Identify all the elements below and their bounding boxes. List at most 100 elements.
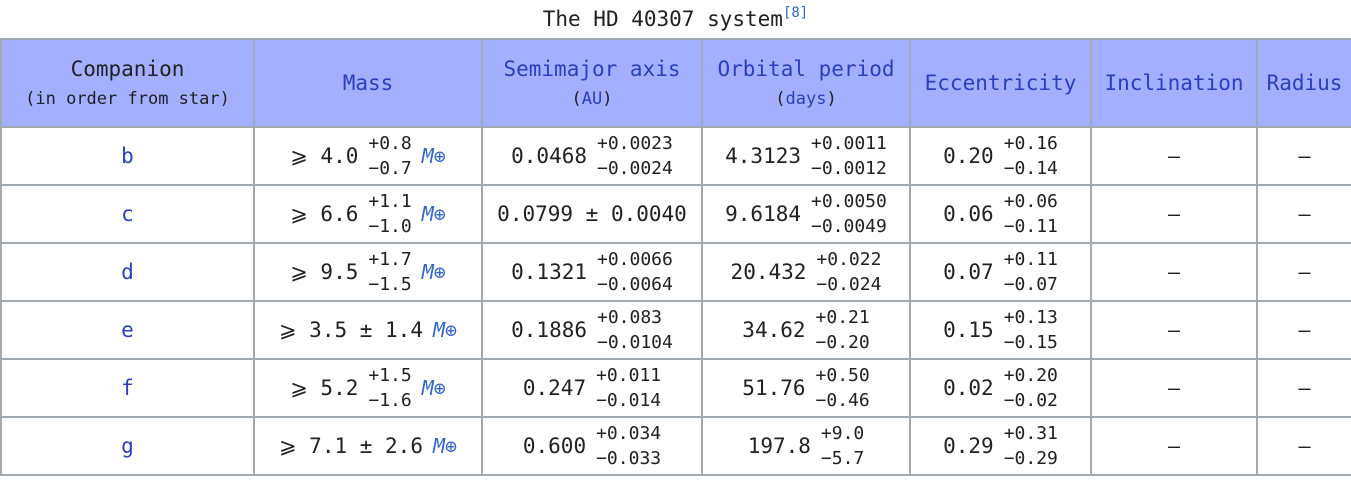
mass-cell: ⩾ 5.2 +1.5 −1.6 M⊕ — [253, 358, 483, 418]
period-plus: +0.022 — [816, 249, 882, 270]
ecc-minus: −0.29 — [1003, 448, 1058, 469]
companion-name[interactable]: g — [0, 416, 255, 476]
axis-value: 0.0468 — [511, 144, 587, 168]
earth-mass-unit[interactable]: M⊕ — [432, 318, 458, 342]
header-eccentricity[interactable]: Eccentricity — [909, 38, 1092, 128]
axis-value: 0.1321 — [511, 260, 587, 284]
mass-uncertainty: +1.1 −1.0 — [368, 189, 411, 239]
header-semimajor-label[interactable]: Semimajor axis — [503, 57, 681, 81]
table-row: f ⩾ 5.2 +1.5 −1.6 M⊕ 0.247 +0.011 −0.014 51.7… — [0, 358, 1351, 418]
ecc-uncertainty: +0.06 −0.11 — [1004, 189, 1058, 239]
reference-link[interactable]: [8] — [782, 5, 809, 21]
axis-cell: 0.1321 +0.0066 −0.0064 — [481, 242, 703, 302]
radius-cell: — — [1256, 126, 1351, 186]
days-link[interactable]: days — [785, 89, 827, 109]
earth-mass-unit[interactable]: M⊕ — [421, 260, 446, 284]
header-semimajor[interactable]: Semimajor axis (AU) — [481, 38, 703, 128]
period-minus: −0.20 — [815, 332, 870, 353]
ecc-cell: 0.02 +0.20 −0.02 — [909, 358, 1092, 418]
inclination-cell: — — [1090, 184, 1258, 244]
axis-plus: +0.011 — [596, 365, 662, 386]
period-minus: −0.0049 — [811, 216, 887, 237]
mass-plus: +1.1 — [368, 191, 412, 212]
table-row: d ⩾ 9.5 +1.7 −1.5 M⊕ 0.1321 +0.0066 −0.0064 2… — [0, 242, 1351, 302]
mass-cell: ⩾ 9.5 +1.7 −1.5 M⊕ — [253, 242, 483, 302]
period-plus: +0.0050 — [811, 191, 887, 212]
period-cell: 197.8 +9.0 −5.7 — [701, 416, 911, 476]
mass-plus: +0.8 — [368, 133, 412, 154]
ecc-value: 0.29 — [943, 434, 994, 458]
header-period-label[interactable]: Orbital period — [717, 57, 895, 81]
earth-mass-unit[interactable]: M⊕ — [432, 434, 458, 458]
axis-minus: −0.0024 — [597, 158, 673, 179]
period-value: 34.62 — [742, 318, 806, 342]
mass-cell: ⩾ 3.5 ± 1.4 M⊕ — [253, 300, 483, 360]
ecc-value: 0.02 — [943, 376, 994, 400]
axis-plus: +0.083 — [597, 307, 663, 328]
inclination-cell: — — [1090, 300, 1258, 360]
mass-value: ⩾ 7.1 ± 2.6 — [278, 434, 423, 458]
caption-title: The HD 40307 system — [542, 7, 783, 31]
inclination-cell: — — [1090, 242, 1258, 302]
ecc-value: 0.07 — [943, 260, 994, 284]
ecc-plus: +0.11 — [1003, 249, 1058, 270]
companion-name[interactable]: e — [0, 300, 255, 360]
axis-cell: 0.600 +0.034 −0.033 — [481, 416, 703, 476]
header-inclination[interactable]: Inclination — [1090, 38, 1258, 128]
header-mass[interactable]: Mass — [253, 38, 483, 128]
inclination-cell: — — [1090, 126, 1258, 186]
header-companion-label: Companion — [70, 57, 185, 81]
axis-cell: 0.1886 +0.083 −0.0104 — [481, 300, 703, 360]
period-value: 20.432 — [730, 260, 807, 284]
earth-mass-unit[interactable]: M⊕ — [421, 376, 446, 400]
period-plus: +9.0 — [820, 423, 865, 444]
ecc-plus: +0.13 — [1003, 307, 1058, 328]
ecc-minus: −0.11 — [1003, 216, 1058, 237]
ecc-cell: 0.15 +0.13 −0.15 — [909, 300, 1092, 360]
header-period[interactable]: Orbital period (days) — [701, 38, 911, 128]
companion-name[interactable]: d — [0, 242, 255, 302]
planet-table: Companion (in order from star) Mass Semi… — [0, 38, 1351, 476]
au-link[interactable]: AU — [581, 89, 603, 109]
mass-value: ⩾ 3.5 ± 1.4 — [278, 318, 423, 342]
companion-name[interactable]: b — [0, 126, 255, 186]
period-plus: +0.0011 — [811, 133, 887, 154]
period-plus: +0.21 — [815, 307, 870, 328]
header-row: Companion (in order from star) Mass Semi… — [0, 38, 1351, 128]
period-cell: 34.62 +0.21 −0.20 — [701, 300, 911, 360]
earth-mass-unit[interactable]: M⊕ — [421, 144, 446, 168]
axis-value: 0.247 — [522, 376, 587, 400]
axis-uncertainty: +0.0066 −0.0064 — [597, 247, 673, 297]
companion-name[interactable]: f — [0, 358, 255, 418]
radius-cell: — — [1256, 242, 1351, 302]
radius-cell: — — [1256, 416, 1351, 476]
table-row: b ⩾ 4.0 +0.8 −0.7 M⊕ 0.0468 +0.0023 −0.0024 4… — [0, 126, 1351, 186]
period-uncertainty: +9.0 −5.7 — [821, 421, 864, 471]
companion-name[interactable]: c — [0, 184, 255, 244]
header-companion: Companion (in order from star) — [0, 38, 255, 128]
period-minus: −5.7 — [820, 448, 865, 469]
ecc-minus: −0.02 — [1003, 390, 1058, 411]
ecc-uncertainty: +0.11 −0.07 — [1004, 247, 1058, 297]
axis-minus: −0.033 — [596, 448, 662, 469]
period-minus: −0.46 — [815, 390, 870, 411]
period-minus: −0.0012 — [811, 158, 887, 179]
table-row: e ⩾ 3.5 ± 1.4 M⊕ 0.1886 +0.083 −0.0104 34.6… — [0, 300, 1351, 360]
header-radius[interactable]: Radius — [1256, 38, 1351, 128]
radius-cell: — — [1256, 184, 1351, 244]
period-uncertainty: +0.0050 −0.0049 — [811, 189, 887, 239]
axis-uncertainty: +0.034 −0.033 — [596, 421, 661, 471]
ecc-minus: −0.07 — [1003, 274, 1058, 295]
mass-cell: ⩾ 6.6 +1.1 −1.0 M⊕ — [253, 184, 483, 244]
mass-minus: −1.0 — [368, 216, 412, 237]
period-cell: 20.432 +0.022 −0.024 — [701, 242, 911, 302]
axis-plus: +0.0066 — [597, 249, 673, 270]
earth-mass-unit[interactable]: M⊕ — [421, 202, 446, 226]
ecc-value: 0.15 — [943, 318, 994, 342]
header-companion-sub: (in order from star) — [25, 89, 230, 109]
period-value: 9.6184 — [725, 202, 801, 226]
axis-uncertainty: +0.0023 −0.0024 — [597, 131, 673, 181]
mass-uncertainty: +1.5 −1.6 — [368, 363, 411, 413]
inclination-cell: — — [1090, 358, 1258, 418]
header-semimajor-unit: (AU) — [571, 89, 613, 109]
